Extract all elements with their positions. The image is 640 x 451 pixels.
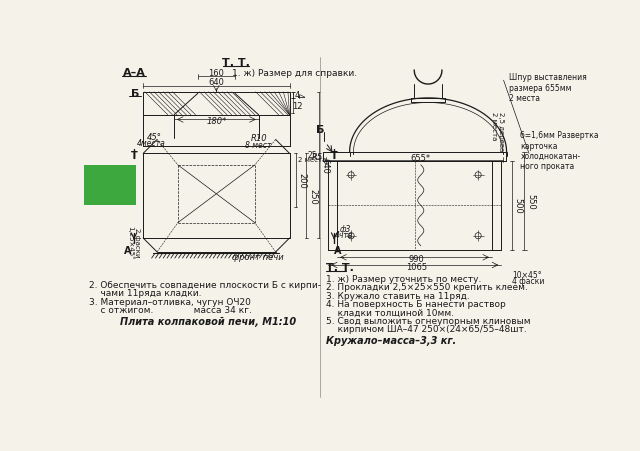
Text: 1,25×45°: 1,25×45° [127, 226, 134, 259]
Text: 500: 500 [514, 198, 523, 214]
Text: фронт печи: фронт печи [232, 253, 284, 262]
Text: 2. Обеспечить совпадение плоскости Б с кирпи-: 2. Обеспечить совпадение плоскости Б с к… [90, 280, 321, 289]
Text: A: A [124, 245, 132, 255]
Text: R5: R5 [312, 152, 323, 161]
Text: А–А: А–А [122, 69, 145, 78]
Text: 45°: 45° [147, 133, 161, 142]
Text: 550: 550 [526, 193, 535, 209]
Text: Ого: Ого [95, 172, 125, 187]
Text: 160: 160 [209, 69, 224, 78]
Text: 640: 640 [209, 78, 224, 87]
Text: 4чтв.: 4чтв. [335, 230, 355, 239]
Text: ◆: ◆ [127, 196, 131, 201]
Text: R10: R10 [250, 134, 267, 143]
Text: T: T [331, 151, 337, 161]
Text: 25: 25 [308, 150, 317, 159]
Text: 12: 12 [292, 102, 303, 111]
Text: 655*: 655* [410, 153, 431, 162]
Text: Плита колпаковой печи, М1:10: Плита колпаковой печи, М1:10 [120, 317, 296, 327]
Text: 8 мест: 8 мест [246, 140, 272, 149]
Text: ф3: ф3 [339, 224, 351, 233]
Text: 4: 4 [295, 93, 304, 98]
Text: 4 фаски: 4 фаски [512, 276, 545, 285]
Text: 4места: 4места [136, 139, 165, 148]
Text: 2 места: 2 места [298, 157, 327, 163]
Text: Б: Б [131, 89, 140, 99]
Text: с отжигом.              масса 34 кг.: с отжигом. масса 34 кг. [90, 305, 252, 314]
Text: 3. Кружало ставить на 11ряд.: 3. Кружало ставить на 11ряд. [326, 291, 470, 300]
Text: Т. Т.: Т. Т. [326, 263, 355, 273]
Text: 200: 200 [298, 173, 307, 189]
Text: 1065: 1065 [406, 262, 427, 272]
Text: A: A [333, 245, 341, 255]
Text: 2 фаски: 2 фаски [134, 228, 140, 257]
Text: б=1,6мм Развертка
карточка
холоднокатан-
ного проката: б=1,6мм Развертка карточка холоднокатан-… [520, 131, 599, 171]
Text: 2. Прокладки 2,5×25×550 крепить клеем.: 2. Прокладки 2,5×25×550 крепить клеем. [326, 282, 529, 291]
Text: 1. ж) Размер уточнить по месту.: 1. ж) Размер уточнить по месту. [326, 274, 482, 283]
FancyBboxPatch shape [84, 166, 136, 206]
Text: род: род [93, 184, 127, 199]
Text: T: T [131, 151, 138, 161]
Text: 4: 4 [294, 91, 300, 100]
Text: Б: Б [316, 124, 324, 134]
Text: чами 11ряда кладки.: чами 11ряда кладки. [90, 289, 202, 298]
Text: Т. Т.: Т. Т. [221, 58, 250, 69]
Text: 640: 640 [321, 157, 330, 174]
Text: 5. Свод выложить огнеупорным клиновым: 5. Свод выложить огнеупорным клиновым [326, 316, 531, 325]
Text: 250: 250 [308, 189, 317, 204]
Text: 2,5 дерева
2 места: 2,5 дерева 2 места [491, 112, 504, 151]
Text: Кружало–масса–3,3 кг.: Кружало–масса–3,3 кг. [326, 336, 457, 345]
Text: 1. ж) Размер для справки.: 1. ж) Размер для справки. [232, 69, 357, 78]
Text: 990: 990 [409, 255, 424, 264]
Text: Шпур выставления
размера 655мм
2 места: Шпур выставления размера 655мм 2 места [509, 74, 587, 103]
Text: 180*: 180* [206, 117, 227, 126]
Text: 4. На поверхность Б нанести раствор: 4. На поверхность Б нанести раствор [326, 299, 506, 308]
Text: кладки толщиной 10мм.: кладки толщиной 10мм. [326, 308, 454, 317]
Text: 3. Материал–отливка, чугун ОЧ20: 3. Материал–отливка, чугун ОЧ20 [90, 297, 251, 306]
Text: кирпичом ША–47 250×(24×65/55–48шт.: кирпичом ША–47 250×(24×65/55–48шт. [326, 325, 527, 334]
Text: 10×45°: 10×45° [512, 270, 541, 279]
